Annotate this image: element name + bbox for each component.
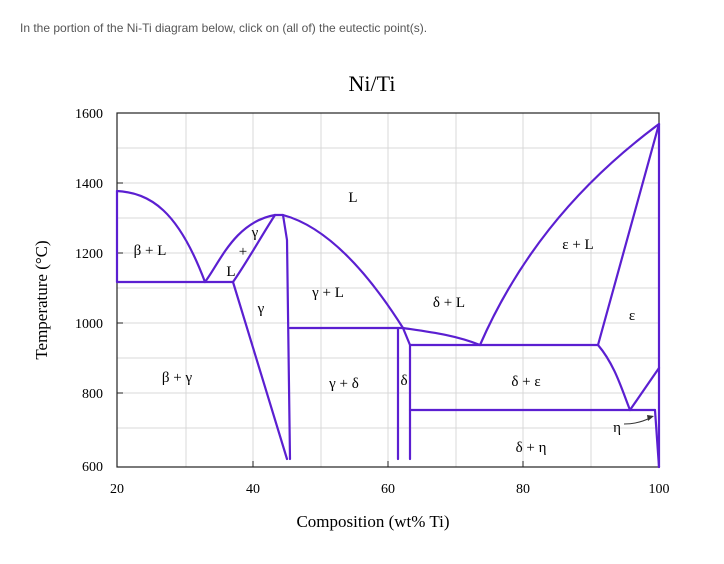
region-label-gamma-liquid: γ + L bbox=[311, 285, 344, 301]
tick-marks bbox=[117, 112, 524, 468]
y-tick-label: 800 bbox=[82, 387, 103, 402]
diagram-title: Ni/Ti bbox=[349, 71, 396, 96]
liquidus-epsilon bbox=[478, 122, 661, 347]
beta-ti-boundary bbox=[628, 366, 661, 412]
region-label-gamma: γ bbox=[257, 301, 265, 317]
epsilon-solvus bbox=[596, 343, 632, 412]
region-label-plus: + bbox=[239, 244, 247, 260]
gamma-solvus-left bbox=[231, 280, 289, 461]
liquidus-left bbox=[115, 189, 207, 284]
region-label-eta: η bbox=[613, 420, 621, 436]
liquidus-gamma-left bbox=[203, 213, 277, 284]
region-label-liquid: L bbox=[348, 190, 357, 206]
liquidus-delta bbox=[401, 326, 482, 347]
phase-boundaries bbox=[115, 122, 661, 469]
y-tick-label: 1600 bbox=[75, 107, 103, 122]
x-axis-title: Composition (wt% Ti) bbox=[296, 512, 449, 531]
eutectic-point-1[interactable] bbox=[195, 272, 215, 292]
x-tick-label: 20 bbox=[110, 482, 124, 497]
region-label-gamma-top: γ bbox=[251, 225, 259, 241]
region-label-gamma-delta: γ + δ bbox=[328, 376, 359, 392]
x-tick-label: 40 bbox=[246, 482, 260, 497]
region-label-delta-epsilon: δ + ε bbox=[511, 374, 540, 390]
region-label-liquid-small: L bbox=[226, 264, 235, 280]
y-tick-label: 1000 bbox=[75, 317, 103, 332]
region-label-beta-liquid: β + L bbox=[134, 243, 167, 259]
x-tick-label: 80 bbox=[516, 482, 530, 497]
question-prompt: In the portion of the Ni-Ti diagram belo… bbox=[20, 21, 428, 35]
eutectic-point-2[interactable] bbox=[470, 335, 490, 355]
x-tick-label: 100 bbox=[649, 482, 670, 497]
region-label-beta-gamma: β + γ bbox=[162, 370, 193, 386]
region-label-delta-eta: δ + η bbox=[516, 440, 547, 456]
eta-arrow bbox=[623, 415, 654, 425]
gamma-right bbox=[273, 213, 292, 461]
y-tick-label: 600 bbox=[82, 460, 103, 475]
region-label-epsilon-liquid: ε + L bbox=[562, 237, 593, 253]
y-tick-label: 1200 bbox=[75, 247, 103, 262]
region-label-delta: δ bbox=[400, 373, 407, 389]
x-tick-label: 60 bbox=[381, 482, 395, 497]
y-axis-title: Temperature (°C) bbox=[32, 240, 51, 359]
region-label-epsilon: ε bbox=[629, 308, 635, 324]
gamma-solidus-left bbox=[231, 213, 277, 284]
grid-lines bbox=[117, 113, 659, 467]
y-tick-label: 1400 bbox=[75, 177, 103, 192]
epsilon-solidus bbox=[596, 122, 661, 347]
liquidus-gamma-right bbox=[281, 213, 405, 330]
region-label-delta-liquid: δ + L bbox=[433, 295, 465, 311]
